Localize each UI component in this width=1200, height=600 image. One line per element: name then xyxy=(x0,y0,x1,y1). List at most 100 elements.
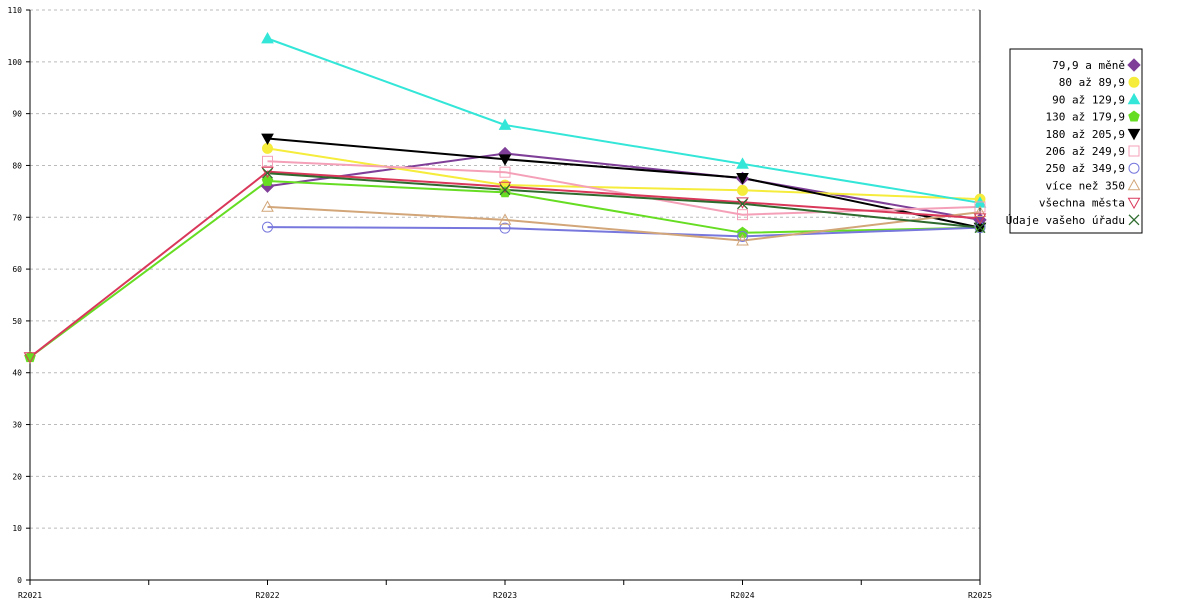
marker-shape xyxy=(736,234,749,246)
marker-shape xyxy=(1128,145,1140,157)
marker-shape xyxy=(1127,92,1141,105)
marker-shape xyxy=(1128,162,1140,174)
x-tick-label: R2025 xyxy=(968,591,992,600)
data-point xyxy=(974,222,986,234)
marker-shape xyxy=(261,31,274,44)
data-point xyxy=(262,221,273,233)
series-markers xyxy=(23,31,987,364)
legend-label: 206 až 249,9 xyxy=(1046,145,1125,158)
data-point xyxy=(737,198,748,210)
marker-shape xyxy=(973,213,987,225)
data-point xyxy=(1127,92,1141,105)
x-tick-label: R2022 xyxy=(255,591,279,600)
y-tick-label: 80 xyxy=(12,161,22,170)
data-point xyxy=(499,166,511,178)
data-point xyxy=(262,155,273,167)
data-point xyxy=(1128,145,1140,157)
marker-shape xyxy=(23,352,37,364)
marker-shape xyxy=(1127,128,1141,141)
data-point xyxy=(261,174,274,186)
marker-shape xyxy=(974,222,986,234)
marker-shape xyxy=(737,230,748,242)
legend: 79,9 a měně 80 až 89,9 90 až 129,9 130 až 1… xyxy=(1006,48,1143,234)
data-point xyxy=(261,31,274,44)
x-tick-label: R2021 xyxy=(18,591,42,600)
data-point xyxy=(736,172,749,185)
marker-shape xyxy=(1128,110,1140,122)
marker-shape xyxy=(974,222,986,234)
marker-shape xyxy=(1127,197,1141,210)
data-point xyxy=(498,154,512,166)
legend-item: 79,9 a měně xyxy=(1052,58,1141,72)
legend-box xyxy=(1009,48,1143,234)
y-tick-label: 70 xyxy=(12,213,22,222)
marker-shape xyxy=(261,200,274,212)
marker-shape xyxy=(499,166,511,178)
data-point xyxy=(1127,128,1141,141)
data-point xyxy=(498,118,512,130)
marker-shape xyxy=(1128,76,1140,88)
data-point xyxy=(261,133,274,146)
data-point xyxy=(1128,76,1140,88)
data-point xyxy=(973,205,987,217)
data-point xyxy=(1127,58,1141,72)
data-point xyxy=(1128,214,1140,226)
series-line xyxy=(267,147,981,201)
data-point xyxy=(1127,197,1141,210)
y-tick-label: 50 xyxy=(12,317,22,326)
series-line xyxy=(267,172,981,229)
marker-shape xyxy=(262,221,273,233)
y-tick-label: 40 xyxy=(12,369,22,378)
legend-label: 79,9 a měně xyxy=(1052,59,1125,72)
series-lines xyxy=(29,37,981,359)
legend-item: 90 až 129,9 xyxy=(1052,92,1141,106)
series-line xyxy=(267,37,981,204)
data-point xyxy=(737,209,748,221)
y-tick-label: 90 xyxy=(12,110,22,119)
data-point xyxy=(1127,178,1141,191)
y-tick-label: 0 xyxy=(17,576,22,585)
y-tick-label: 30 xyxy=(12,421,22,430)
marker-shape xyxy=(498,213,512,225)
marker-shape xyxy=(498,118,512,130)
legend-item: 206 až 249,9 xyxy=(1046,145,1140,158)
marker-shape xyxy=(261,174,274,186)
marker-shape xyxy=(736,226,749,238)
legend-item: 80 až 89,9 xyxy=(1059,76,1140,89)
data-point xyxy=(499,184,511,196)
series-line xyxy=(267,137,981,229)
data-point xyxy=(23,352,37,364)
legend-item: více než 350 xyxy=(1046,178,1141,192)
marker-shape xyxy=(974,201,986,213)
marker-shape xyxy=(261,133,274,146)
marker-shape xyxy=(499,222,511,234)
marker-shape xyxy=(736,172,749,185)
series-line xyxy=(29,170,981,358)
marker-shape xyxy=(498,154,512,166)
marker-shape xyxy=(261,166,274,179)
data-point xyxy=(737,230,748,242)
legend-label: 80 až 89,9 xyxy=(1059,76,1125,89)
y-tick-label: 10 xyxy=(12,524,22,533)
legend-label: 180 až 205,9 xyxy=(1046,128,1125,141)
data-point xyxy=(736,157,749,169)
legend-label: více než 350 xyxy=(1046,179,1125,192)
legend-label: Údaje vašeho úřadu xyxy=(1006,214,1125,227)
legend-label: 250 až 349,9 xyxy=(1046,162,1125,175)
y-tick-label: 110 xyxy=(8,6,23,15)
marker-shape xyxy=(737,209,748,221)
marker-shape xyxy=(737,198,748,210)
marker-shape xyxy=(1128,214,1140,226)
data-point xyxy=(262,167,273,179)
data-point xyxy=(736,234,749,246)
legend-item: 250 až 349,9 xyxy=(1046,162,1140,175)
x-tick-label: R2023 xyxy=(493,591,517,600)
series-line xyxy=(267,205,981,242)
marker-shape xyxy=(736,157,749,169)
marker-shape xyxy=(262,155,273,167)
legend-item: všechna města xyxy=(1039,197,1141,210)
data-point xyxy=(499,222,511,234)
marker-shape xyxy=(973,205,987,217)
y-tick-label: 20 xyxy=(12,472,22,481)
